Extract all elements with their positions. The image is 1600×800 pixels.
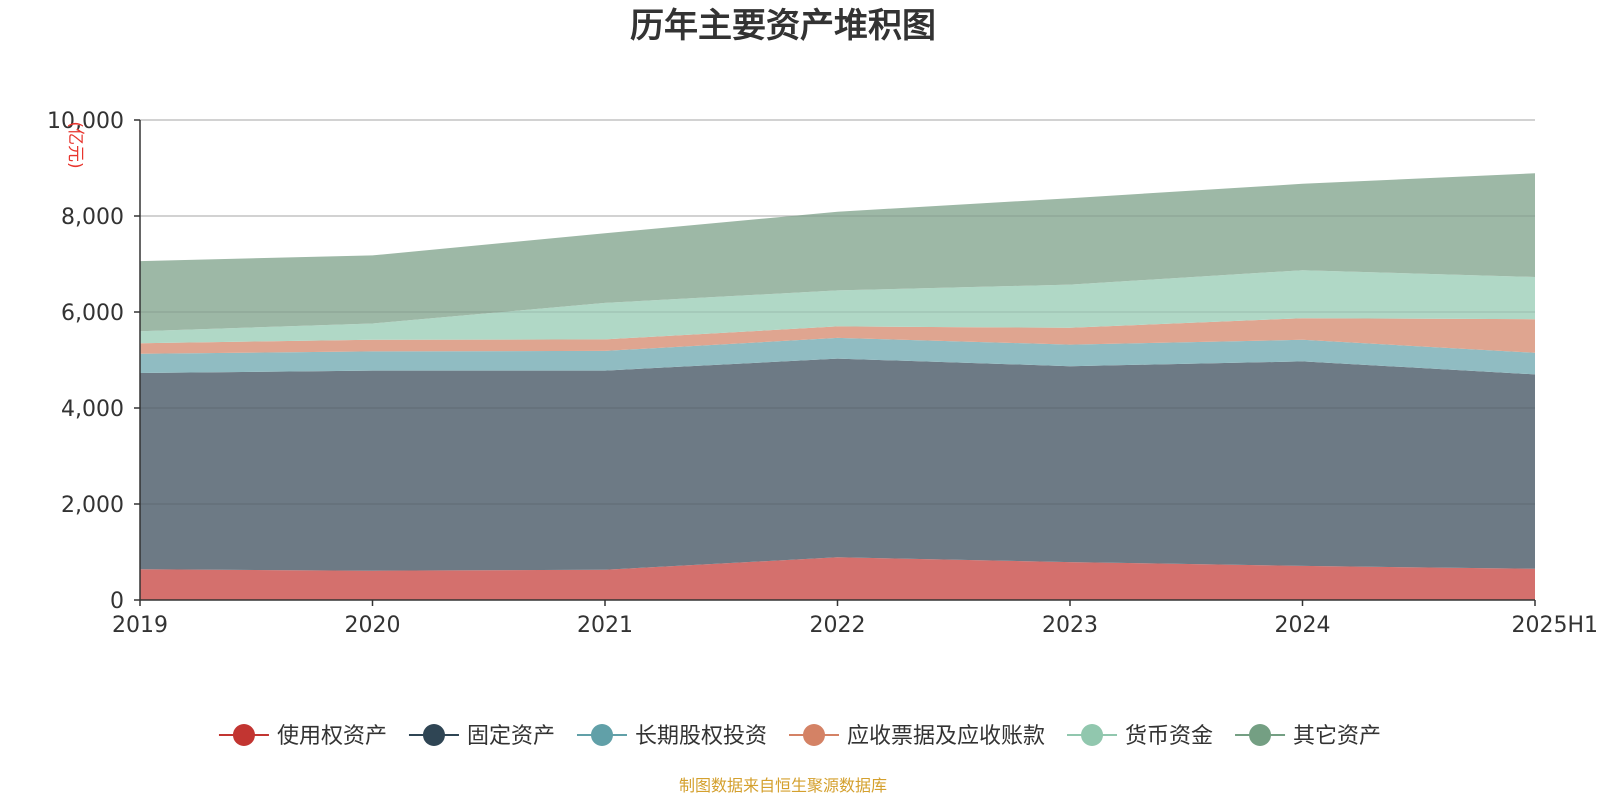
area-series-5 [140,270,1535,344]
y-tick-label: 2,000 [61,493,124,518]
legend-marker-icon [422,724,445,746]
area-series-3 [140,337,1535,375]
legend-item[interactable]: 长期股权投资 [576,724,767,749]
legend-marker-icon [1081,724,1104,746]
y-tick-label: 0 [110,589,124,614]
y-tick-label: 6,000 [61,301,124,326]
legend-item[interactable]: 其它资产 [1235,724,1381,749]
legend-item[interactable]: 应收票据及应收账款 [789,724,1045,749]
legend-item[interactable]: 使用权资产 [218,724,387,749]
legend-marker-icon [232,724,255,746]
legend-item[interactable]: 货币资金 [1067,724,1213,749]
x-tick-label: 2025H1 [1511,613,1598,638]
y-axis-unit: (亿元) [65,121,85,168]
area-series-2 [140,358,1535,571]
area-series-6 [140,173,1535,332]
y-tick-label: 8,000 [61,205,124,230]
area-series-4 [140,318,1535,354]
grid-overlay [140,119,1535,505]
area-series [140,119,1535,600]
y-tick-label: 4,000 [61,397,124,422]
x-tick-label: 2024 [1275,613,1331,638]
data-source: 制图数据来自恒生聚源数据库 [679,776,887,795]
x-tick-label: 2019 [112,613,168,638]
x-tick-label: 2022 [810,613,866,638]
legend: 使用权资产 固定资产 长期股权投资 应收票据及应收账款 货币资金 其它资产 [218,724,1381,749]
legend-label: 其它资产 [1293,724,1381,749]
legend-marker-icon [590,724,613,746]
x-tick-label: 2020 [345,613,401,638]
area-series-1 [140,557,1535,600]
x-tick-label: 2021 [577,613,633,638]
legend-marker-icon [1249,724,1272,746]
legend-label: 长期股权投资 [635,724,767,749]
chart-title: 历年主要资产堆积图 [630,6,936,46]
legend-label: 应收票据及应收账款 [847,724,1045,749]
legend-marker-icon [803,724,825,746]
legend-label: 货币资金 [1125,724,1213,749]
legend-label: 固定资产 [467,724,555,749]
y-tick-label: 10,000 [47,109,124,134]
y-axis-ticks: 0 2,000 4,000 6,000 8,000 10,000 [47,109,140,614]
x-tick-label: 2023 [1042,613,1098,638]
legend-label: 使用权资产 [277,724,387,749]
legend-item[interactable]: 固定资产 [408,724,555,749]
x-axis-ticks: 2019 2020 2021 2022 2023 2024 2025H1 [112,600,1598,638]
